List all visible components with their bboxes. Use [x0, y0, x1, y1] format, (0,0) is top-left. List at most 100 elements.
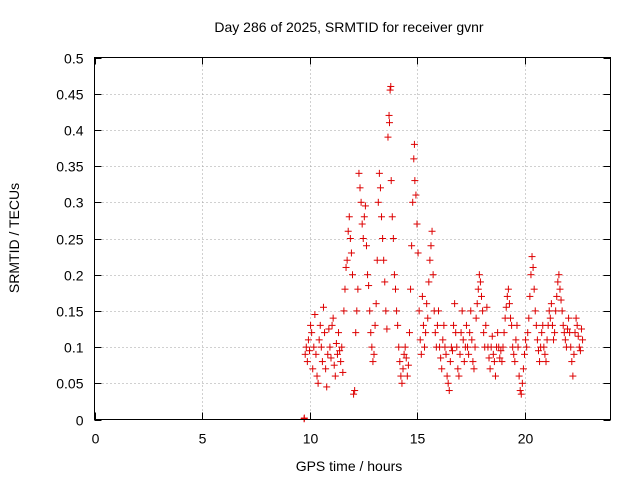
- data-point: [323, 383, 331, 391]
- data-point: [380, 256, 388, 264]
- data-point: [347, 249, 355, 257]
- data-point: [324, 350, 332, 358]
- data-point: [472, 314, 480, 322]
- data-point: [398, 379, 406, 387]
- data-point: [423, 300, 431, 308]
- data-point: [433, 321, 441, 329]
- data-point: [522, 336, 530, 344]
- data-point: [457, 329, 465, 337]
- data-point: [482, 321, 490, 329]
- data-point: [415, 307, 423, 315]
- data-point: [471, 343, 479, 351]
- data-point: [575, 343, 583, 351]
- data-point: [497, 347, 505, 355]
- data-point: [445, 387, 453, 395]
- y-tick-label: 0: [76, 413, 84, 429]
- data-point: [409, 198, 417, 206]
- data-point: [346, 235, 354, 242]
- data-point: [494, 329, 502, 337]
- data-point: [546, 314, 554, 322]
- data-point: [500, 329, 508, 337]
- data-point: [410, 155, 418, 163]
- data-point: [370, 350, 378, 358]
- data-point: [572, 314, 580, 322]
- axis-ticks: [94, 57, 611, 421]
- data-point: [567, 343, 575, 351]
- data-point: [512, 336, 520, 344]
- data-point: [304, 336, 312, 344]
- data-point: [439, 336, 447, 344]
- data-point: [309, 365, 317, 373]
- data-point: [526, 292, 534, 300]
- data-point: [467, 307, 475, 315]
- data-point: [338, 343, 346, 351]
- data-point: [350, 390, 358, 398]
- data-point: [336, 347, 344, 355]
- data-point: [459, 336, 467, 344]
- data-point: [392, 285, 399, 293]
- data-point: [307, 321, 315, 329]
- data-point: [378, 213, 386, 221]
- data-point: [565, 314, 573, 322]
- data-point: [488, 332, 496, 340]
- y-tick-label: 0.5: [64, 51, 84, 67]
- data-point: [403, 372, 411, 380]
- data-point: [344, 227, 352, 235]
- data-point: [361, 202, 369, 210]
- y-tick-label: 0.45: [56, 87, 83, 103]
- data-point: [579, 336, 587, 344]
- data-point: [385, 119, 393, 127]
- data-point: [393, 307, 401, 315]
- data-point: [313, 372, 321, 380]
- data-point: [303, 358, 311, 366]
- data-point: [523, 343, 531, 351]
- data-point: [470, 365, 478, 373]
- data-point: [355, 169, 363, 177]
- data-point: [507, 314, 515, 322]
- data-point: [369, 358, 377, 366]
- data-point: [366, 307, 374, 315]
- data-point: [485, 354, 493, 362]
- data-point: [440, 321, 448, 329]
- data-point: [421, 343, 429, 351]
- data-point: [462, 321, 470, 329]
- data-point: [342, 263, 350, 271]
- data-point: [438, 365, 446, 373]
- data-point: [533, 336, 541, 344]
- data-points: [300, 82, 587, 423]
- data-point: [371, 321, 379, 329]
- data-point: [531, 307, 539, 315]
- data-point: [327, 354, 335, 362]
- data-point: [384, 133, 392, 141]
- data-point: [332, 339, 340, 347]
- data-point: [466, 329, 474, 337]
- data-point: [308, 329, 316, 337]
- data-point: [561, 336, 569, 344]
- data-point: [455, 372, 463, 380]
- data-point: [525, 314, 533, 322]
- data-point: [524, 329, 532, 337]
- data-point: [405, 329, 413, 337]
- data-point: [388, 213, 396, 221]
- data-point: [454, 365, 462, 373]
- data-point: [368, 343, 376, 351]
- data-point: [443, 372, 451, 380]
- data-point: [424, 314, 432, 322]
- data-point: [417, 350, 425, 358]
- data-point: [397, 372, 405, 380]
- data-point: [357, 198, 365, 206]
- data-point: [442, 350, 450, 358]
- data-point: [450, 321, 458, 329]
- tick-labels: 0 0.05 0.1 0.15 0.2 0.25 0.3 0.35 0.4 0.45 0.5 0 5 10…: [56, 51, 533, 447]
- data-point: [386, 86, 394, 94]
- data-point: [387, 82, 395, 90]
- y-tick-label: 0.15: [56, 304, 83, 320]
- data-point: [422, 329, 430, 337]
- data-point: [407, 285, 415, 293]
- data-point: [411, 177, 419, 185]
- data-point: [354, 285, 362, 293]
- data-point: [311, 311, 319, 319]
- data-point: [478, 292, 485, 300]
- data-point: [426, 256, 434, 264]
- data-point: [326, 343, 334, 351]
